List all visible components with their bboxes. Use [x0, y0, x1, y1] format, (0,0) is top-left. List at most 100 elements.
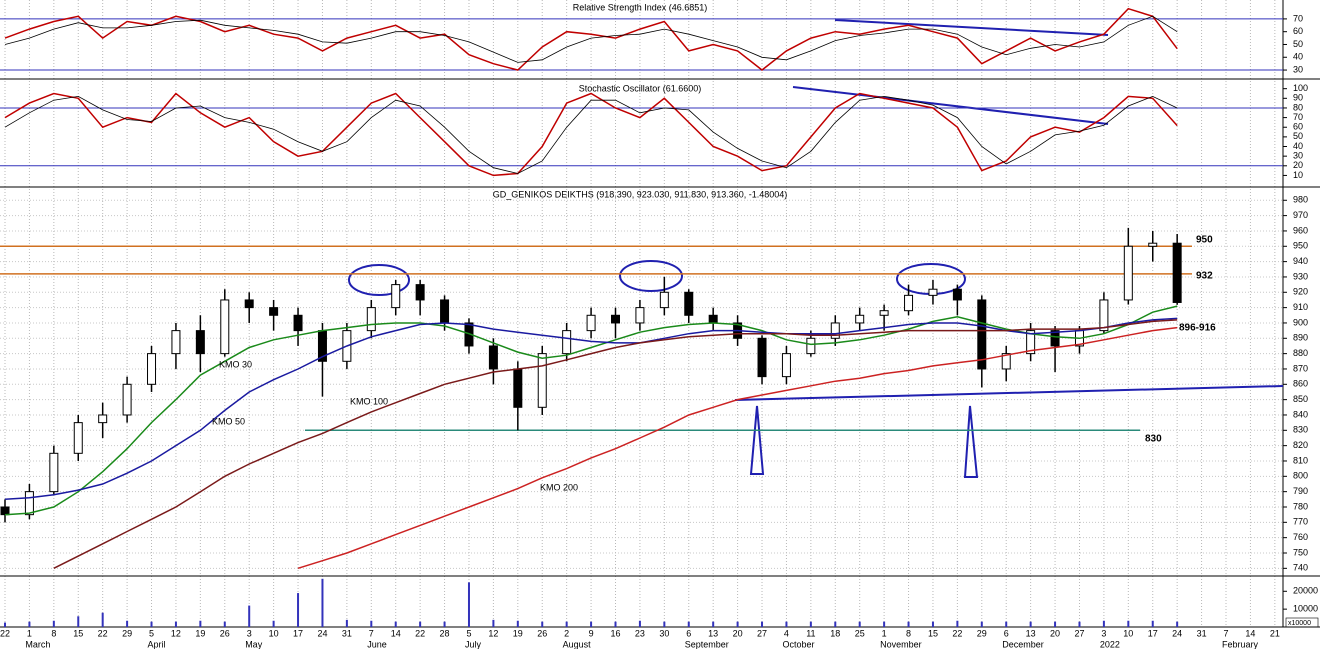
x-tick-label: 24: [317, 628, 327, 638]
x-tick-label: 11: [806, 628, 815, 638]
candle-body: [586, 314, 596, 332]
candle-body: [708, 314, 718, 324]
y-tick-label: 890: [1293, 333, 1308, 343]
month-label: November: [880, 639, 922, 649]
y-tick-label: 860: [1293, 379, 1308, 389]
candle-body: [952, 288, 962, 301]
y-tick-label: 40: [1293, 141, 1303, 151]
y-tick-label: 780: [1293, 501, 1308, 511]
x-tick-label: 12: [171, 628, 181, 638]
candle-body: [147, 353, 157, 385]
y-tick-label: 810: [1293, 455, 1308, 465]
candle-body: [244, 299, 254, 309]
y-tick-label: 90: [1293, 93, 1303, 103]
volume-bar: [883, 621, 886, 627]
y-tick-label: 900: [1293, 317, 1308, 327]
volume-bar: [761, 621, 764, 627]
month-label: February: [1222, 639, 1259, 649]
month-label: July: [465, 639, 482, 649]
line: [4, 15, 1178, 63]
x-tick-label: 3: [1101, 628, 1106, 638]
highlight-ellipse: [348, 264, 410, 296]
candle-body: [269, 307, 279, 316]
x-tick-label: 19: [513, 628, 523, 638]
candle-body: [440, 299, 450, 324]
candle-body: [684, 291, 694, 316]
x-tick-label: 31: [1197, 628, 1207, 638]
volume-bar: [492, 619, 495, 627]
y-tick-label: 10000: [1293, 604, 1318, 614]
x-tick-label: 22: [415, 628, 425, 638]
x-tick-label: 13: [708, 628, 718, 638]
volume-bar: [467, 582, 470, 627]
y-tick-label: 750: [1293, 547, 1308, 557]
y-tick-label: 60: [1293, 122, 1303, 132]
month-label: June: [367, 639, 387, 649]
trendline: [792, 86, 1109, 125]
x-tick-label: 20: [1050, 628, 1060, 638]
x-tick-label: 8: [906, 628, 911, 638]
candle-body: [1001, 353, 1011, 370]
y-tick-label: 50: [1293, 39, 1303, 49]
line: [53, 319, 1178, 569]
line: [4, 7, 1178, 71]
y-tick-label: 40: [1293, 52, 1303, 62]
volume-bar: [248, 605, 251, 627]
level-label: 830: [1145, 434, 1162, 445]
volume-bar: [126, 620, 129, 627]
candle-body: [1026, 330, 1036, 355]
y-tick-label: 800: [1293, 471, 1308, 481]
y-tick-label: 980: [1293, 195, 1308, 205]
y-tick-label: 100: [1293, 83, 1308, 93]
month-label: March: [25, 639, 50, 649]
x-tick-label: 18: [830, 628, 840, 638]
volume-bar: [516, 620, 519, 627]
x-tick-label: 19: [195, 628, 205, 638]
x-tick-label: 1: [27, 628, 32, 638]
volume-bar: [931, 621, 934, 627]
candle-body: [1148, 242, 1158, 247]
y-tick-label: 790: [1293, 486, 1308, 496]
volume-bar: [858, 621, 861, 627]
y-tick-label: 80: [1293, 102, 1303, 112]
y-tick-label: 10: [1293, 170, 1303, 180]
candle-body: [635, 307, 645, 324]
y-tick-label: 760: [1293, 532, 1308, 542]
series-label: KMO 100: [350, 396, 388, 406]
x-tick-label: 2: [564, 628, 569, 638]
volume-bar: [687, 621, 690, 627]
y-tick-label: 20000: [1293, 586, 1318, 596]
candle-body: [855, 314, 865, 324]
candle-body: [415, 284, 425, 301]
x-tick-label: 8: [51, 628, 56, 638]
y-tick-label: 820: [1293, 440, 1308, 450]
y-tick-label: 920: [1293, 287, 1308, 297]
series-label: KMO 30: [219, 359, 252, 369]
volume-bar: [443, 621, 446, 627]
candle-body: [611, 314, 620, 324]
x-tick-label: 20: [733, 628, 743, 638]
x-tick-label: 24: [1172, 628, 1182, 638]
line: [4, 95, 1178, 174]
volume-bar: [1102, 620, 1105, 627]
x-tick-label: 28: [440, 628, 450, 638]
x-tick-label: 27: [757, 628, 767, 638]
volume-bar: [907, 621, 910, 627]
candle-body: [781, 353, 791, 378]
panel-title: Relative Strength Index (46.6851): [573, 2, 708, 12]
y-tick-label: 910: [1293, 302, 1308, 312]
x-tick-label: 26: [537, 628, 547, 638]
volume-bar: [77, 616, 80, 627]
y-tick-label: 930: [1293, 271, 1308, 281]
trendline: [834, 19, 1109, 36]
candle-body: [122, 383, 132, 416]
x-tick-label: 15: [73, 628, 83, 638]
y-tick-label: 70: [1293, 112, 1303, 122]
panel-title: Stochastic Oscillator (61.6600): [579, 83, 702, 93]
candle-body: [1123, 245, 1133, 301]
y-tick-label: 950: [1293, 241, 1308, 251]
x-tick-label: 27: [1074, 628, 1084, 638]
unit-box: [1285, 617, 1319, 628]
volume-bar: [1005, 621, 1008, 627]
y-tick-label: 880: [1293, 348, 1308, 358]
